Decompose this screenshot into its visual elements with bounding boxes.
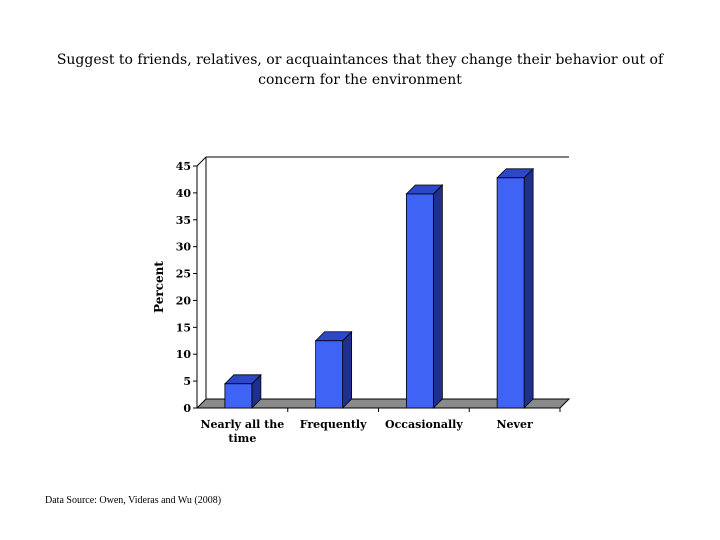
bar-front bbox=[224, 383, 253, 409]
x-tick-label: Nearly all the time bbox=[200, 418, 284, 445]
x-tick-label: Occasionally bbox=[385, 418, 463, 431]
bar bbox=[223, 373, 262, 409]
y-axis-top-edge bbox=[196, 156, 207, 167]
y-axis-label: Percent bbox=[152, 261, 166, 313]
y-tick-label: 25 bbox=[176, 268, 191, 281]
y-tick-label: 40 bbox=[176, 187, 192, 200]
y-tick-label: 35 bbox=[176, 214, 191, 227]
x-tick-label: Frequently bbox=[300, 418, 367, 431]
y-tick-label: 30 bbox=[176, 241, 192, 254]
bar bbox=[405, 183, 444, 409]
bar-side bbox=[432, 183, 443, 409]
x-tick-label: Never bbox=[497, 418, 533, 431]
bar-front bbox=[315, 340, 344, 409]
y-tick-label: 45 bbox=[176, 160, 191, 173]
chart-title: Suggest to friends, relatives, or acquai… bbox=[56, 52, 664, 88]
chart-axes bbox=[193, 156, 571, 412]
bar bbox=[314, 330, 353, 409]
chart-floor bbox=[195, 398, 571, 409]
y-tick-label: 15 bbox=[176, 321, 191, 334]
bar-front bbox=[405, 193, 434, 409]
y-tick-label: 0 bbox=[183, 402, 191, 415]
chart-bars bbox=[223, 167, 535, 409]
data-source-note: Data Source: Owen, Videras and Wu (2008) bbox=[45, 495, 222, 506]
y-tick-label: 10 bbox=[176, 348, 192, 361]
chart-labels: 0 5 10 15 20 25 30 35 40 45 Percent Nearly all the t… bbox=[152, 160, 533, 445]
bar-side bbox=[523, 167, 534, 409]
bar-side bbox=[342, 330, 353, 409]
y-tick-label: 5 bbox=[183, 375, 191, 388]
bar-front bbox=[496, 177, 525, 409]
y-tick-label: 20 bbox=[176, 294, 192, 307]
bar bbox=[496, 167, 535, 409]
